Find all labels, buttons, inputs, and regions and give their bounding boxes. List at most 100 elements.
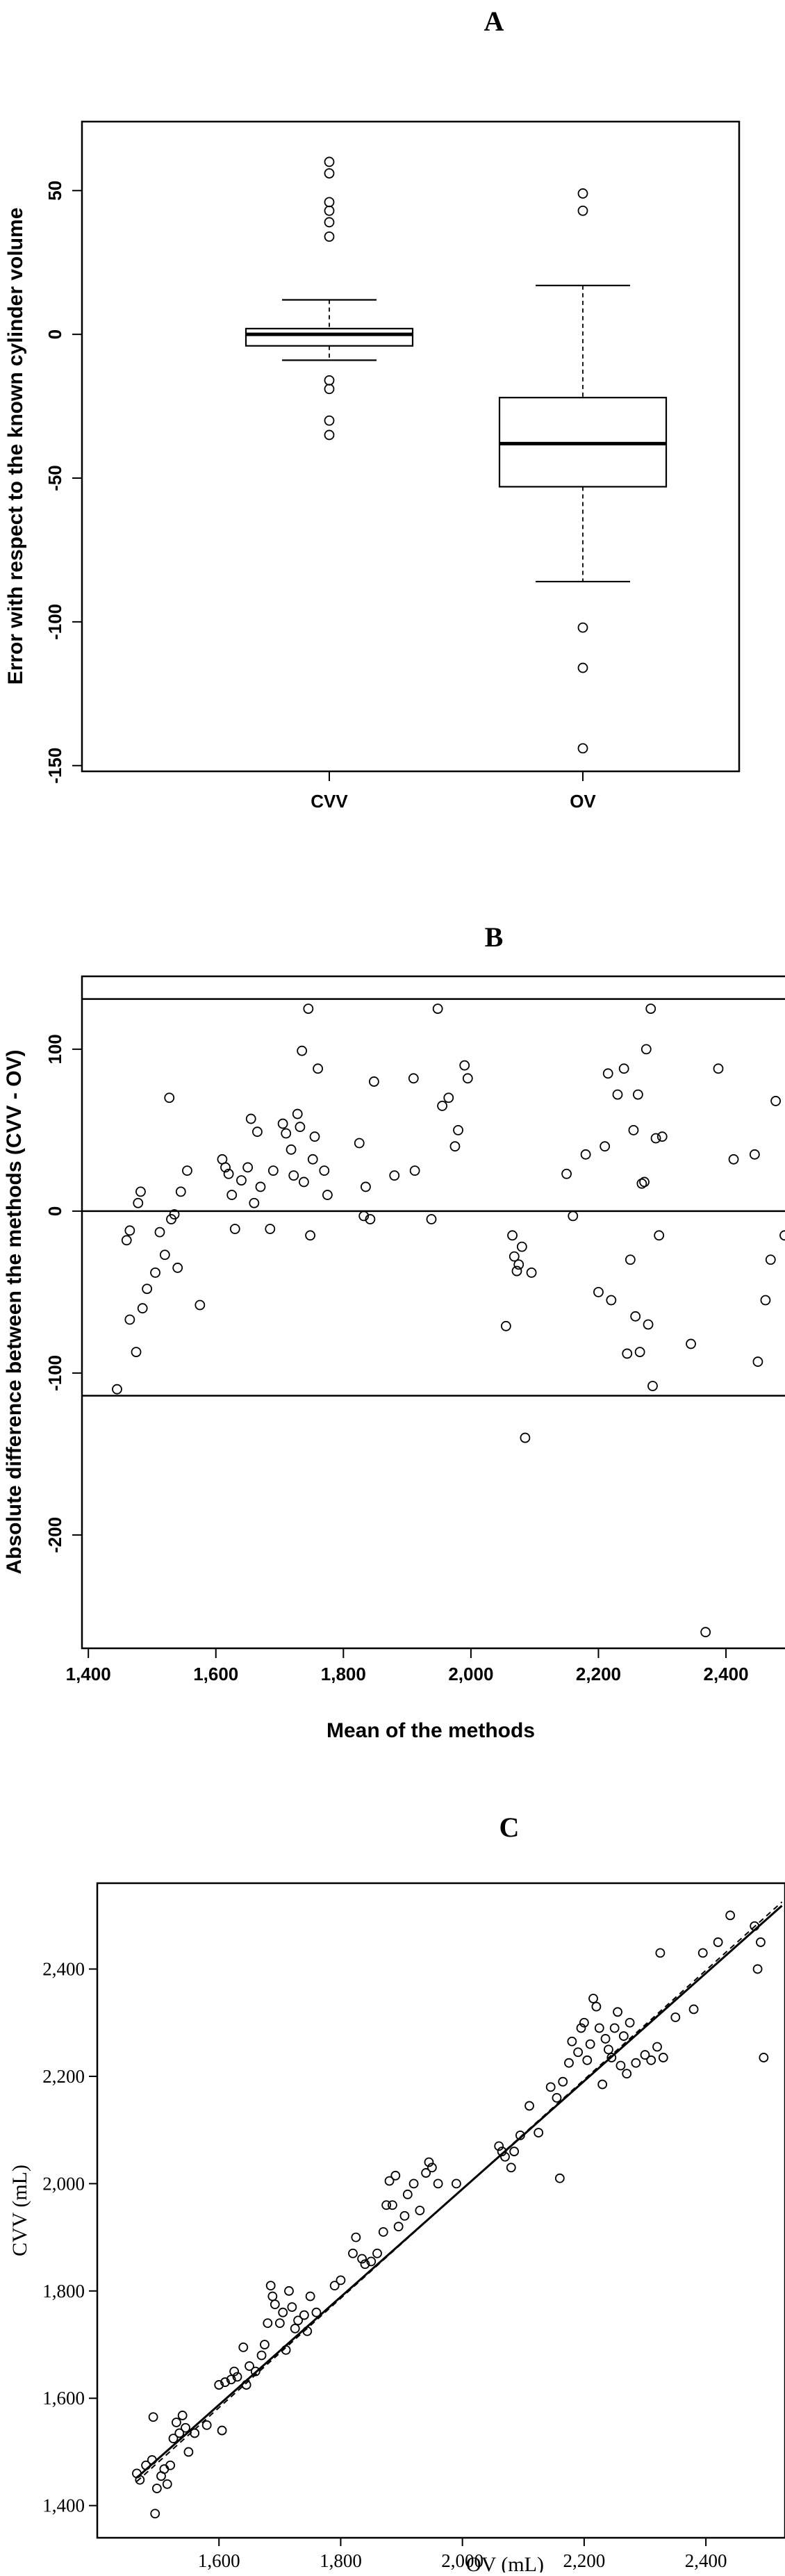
box-ov xyxy=(498,188,668,754)
data-point xyxy=(265,1224,276,1234)
data-point xyxy=(217,2425,227,2436)
data-point xyxy=(443,1092,454,1104)
x-tick-label: 1,600 xyxy=(198,2550,240,2571)
data-point xyxy=(424,2157,434,2167)
data-point xyxy=(270,2299,280,2310)
data-point xyxy=(655,1948,666,1958)
data-point xyxy=(449,1141,461,1152)
data-point xyxy=(628,1124,639,1135)
outlier-point xyxy=(577,743,588,754)
panel-b-y-axis-label: Absolute difference between the methods … xyxy=(3,1049,26,1574)
y-tick-label: 100 xyxy=(44,1034,65,1064)
data-point xyxy=(632,1089,643,1100)
panel-a-y-axis: 50 0 -50 -100 -150 xyxy=(44,181,82,784)
outlier-point xyxy=(577,205,588,216)
data-point xyxy=(220,1162,231,1173)
data-point xyxy=(500,1320,511,1331)
data-point xyxy=(229,1224,240,1234)
data-point xyxy=(154,1227,165,1238)
outlier-point xyxy=(324,205,335,216)
data-point xyxy=(190,2428,200,2438)
data-point xyxy=(636,1178,647,1189)
data-point xyxy=(770,1096,782,1106)
data-point xyxy=(567,2036,577,2046)
data-point xyxy=(713,1937,723,1947)
y-tick-label: -100 xyxy=(44,1355,65,1391)
data-point xyxy=(765,1254,776,1265)
data-point xyxy=(201,2420,212,2430)
data-point xyxy=(372,2248,382,2258)
data-point xyxy=(432,1003,443,1015)
data-point xyxy=(576,2023,586,2033)
data-point xyxy=(274,2318,285,2329)
data-point xyxy=(238,2342,249,2352)
data-point xyxy=(509,2147,520,2156)
x-tick-label: 2,000 xyxy=(441,2550,484,2571)
data-point xyxy=(639,1176,650,1188)
data-point xyxy=(162,2479,172,2489)
data-point xyxy=(515,2131,525,2140)
data-point xyxy=(124,1314,135,1325)
data-point xyxy=(226,2374,236,2385)
data-point xyxy=(295,1122,306,1133)
data-point xyxy=(433,2179,443,2189)
data-point xyxy=(255,1181,266,1192)
data-point xyxy=(150,2509,160,2519)
data-point xyxy=(594,2023,604,2033)
data-point xyxy=(393,2222,404,2232)
y-tick-label: 1,600 xyxy=(42,2388,85,2409)
data-point xyxy=(752,1964,763,1974)
panel-c-fit-lines xyxy=(135,1901,783,2482)
data-point xyxy=(728,1154,739,1165)
data-point xyxy=(415,2206,425,2215)
data-point xyxy=(277,1118,288,1129)
data-point xyxy=(226,1190,238,1200)
data-point xyxy=(131,1347,142,1357)
data-point xyxy=(267,1165,279,1176)
data-point xyxy=(245,2361,254,2371)
data-point xyxy=(427,2163,437,2173)
outlier-point xyxy=(324,231,335,242)
data-point xyxy=(165,2460,176,2470)
x-tick-label: 1,800 xyxy=(321,1664,366,1684)
data-point xyxy=(284,2286,294,2296)
data-point xyxy=(752,1356,763,1367)
panel-c-points xyxy=(132,1910,769,2519)
data-point xyxy=(656,1131,668,1142)
data-point xyxy=(159,1249,170,1261)
data-point xyxy=(390,2170,401,2181)
data-point xyxy=(171,2418,181,2427)
data-point xyxy=(779,1230,785,1241)
panel-c-y-axis: 2,400 2,200 2,000 1,800 1,600 1,400 xyxy=(42,1959,97,2516)
panel-b: B 100 0 -100 -200 1,400 1,600 1,800 2,000 2,200… xyxy=(3,921,785,1742)
data-point xyxy=(249,1197,260,1208)
data-point xyxy=(256,2350,267,2361)
outlier-point xyxy=(324,156,335,167)
data-point xyxy=(641,1044,652,1055)
data-point xyxy=(236,1175,247,1186)
data-point xyxy=(600,1141,611,1152)
data-point xyxy=(408,2179,419,2189)
y-tick-label: -200 xyxy=(44,1517,65,1553)
data-point xyxy=(634,1347,645,1357)
data-point xyxy=(159,2464,170,2475)
data-point xyxy=(437,1101,447,1111)
panel-a-y-axis-label: Error with respect to the known cylinder… xyxy=(4,208,27,685)
data-point xyxy=(252,1126,263,1138)
x-tick-label: 2,400 xyxy=(685,2550,727,2571)
panel-c-x-axis-label: OV (mL) xyxy=(466,2553,544,2573)
data-point xyxy=(554,2173,565,2183)
panel-c-letter: C xyxy=(499,1812,520,1843)
data-point xyxy=(670,2012,681,2022)
box-cvv xyxy=(245,156,414,441)
panel-b-letter: B xyxy=(485,921,504,953)
panel-a: A 50 0 -50 -100 -150 CVV OV Error with respec… xyxy=(4,6,741,812)
x-tick-label: 2,200 xyxy=(576,1664,621,1684)
data-point xyxy=(408,1073,419,1084)
data-point xyxy=(630,1311,641,1322)
data-point xyxy=(513,1259,524,1270)
data-point xyxy=(582,2055,593,2065)
data-point xyxy=(151,2484,162,2493)
data-point xyxy=(313,1063,324,1074)
data-point xyxy=(622,2069,632,2079)
